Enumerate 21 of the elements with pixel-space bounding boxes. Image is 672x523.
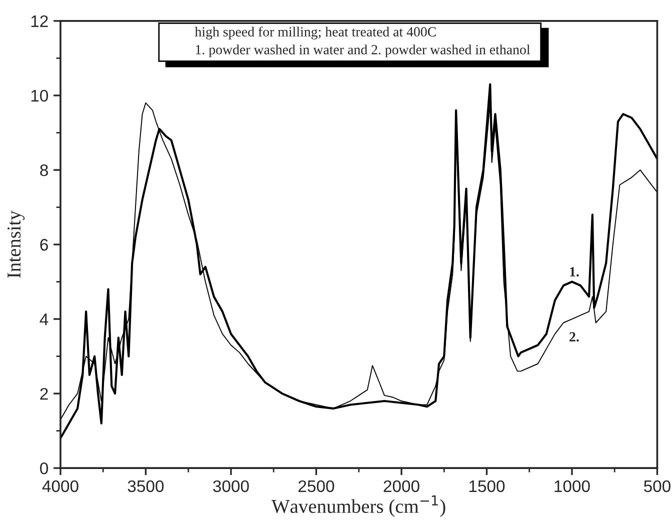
x-tick-label: 2500 bbox=[298, 480, 334, 492]
y-tick-label: 8 bbox=[40, 164, 48, 176]
y-axis-title: Intensity bbox=[8, 210, 25, 278]
x-tick-label: 4000 bbox=[42, 480, 78, 492]
x-tick-label: 500 bbox=[644, 480, 670, 492]
x-axis-title: Wavenumbers (cm$^{−1}$) bbox=[271, 495, 446, 517]
annotation: 2. bbox=[570, 332, 579, 342]
x-tick-label: 3000 bbox=[213, 480, 249, 492]
annotation: high speed for milling; heat treated at 400C bbox=[194, 26, 436, 40]
x-tick-label: 2000 bbox=[384, 480, 420, 492]
annotation: 1. powder washed in water and 2. powder washed in ethanol bbox=[196, 44, 530, 58]
annotation: 1. bbox=[570, 267, 579, 277]
y-tick-label: 10 bbox=[31, 90, 48, 102]
y-tick-label: 6 bbox=[40, 238, 48, 251]
x-tick-label: 1500 bbox=[469, 480, 505, 492]
y-tick-label: 0 bbox=[40, 462, 48, 474]
y-tick-label: 2 bbox=[40, 388, 48, 400]
y-tick-label: 12 bbox=[31, 15, 48, 27]
x-tick-label: 3500 bbox=[128, 480, 164, 492]
y-tick-label: 4 bbox=[40, 314, 48, 326]
x-tick-label: 1000 bbox=[554, 480, 590, 492]
